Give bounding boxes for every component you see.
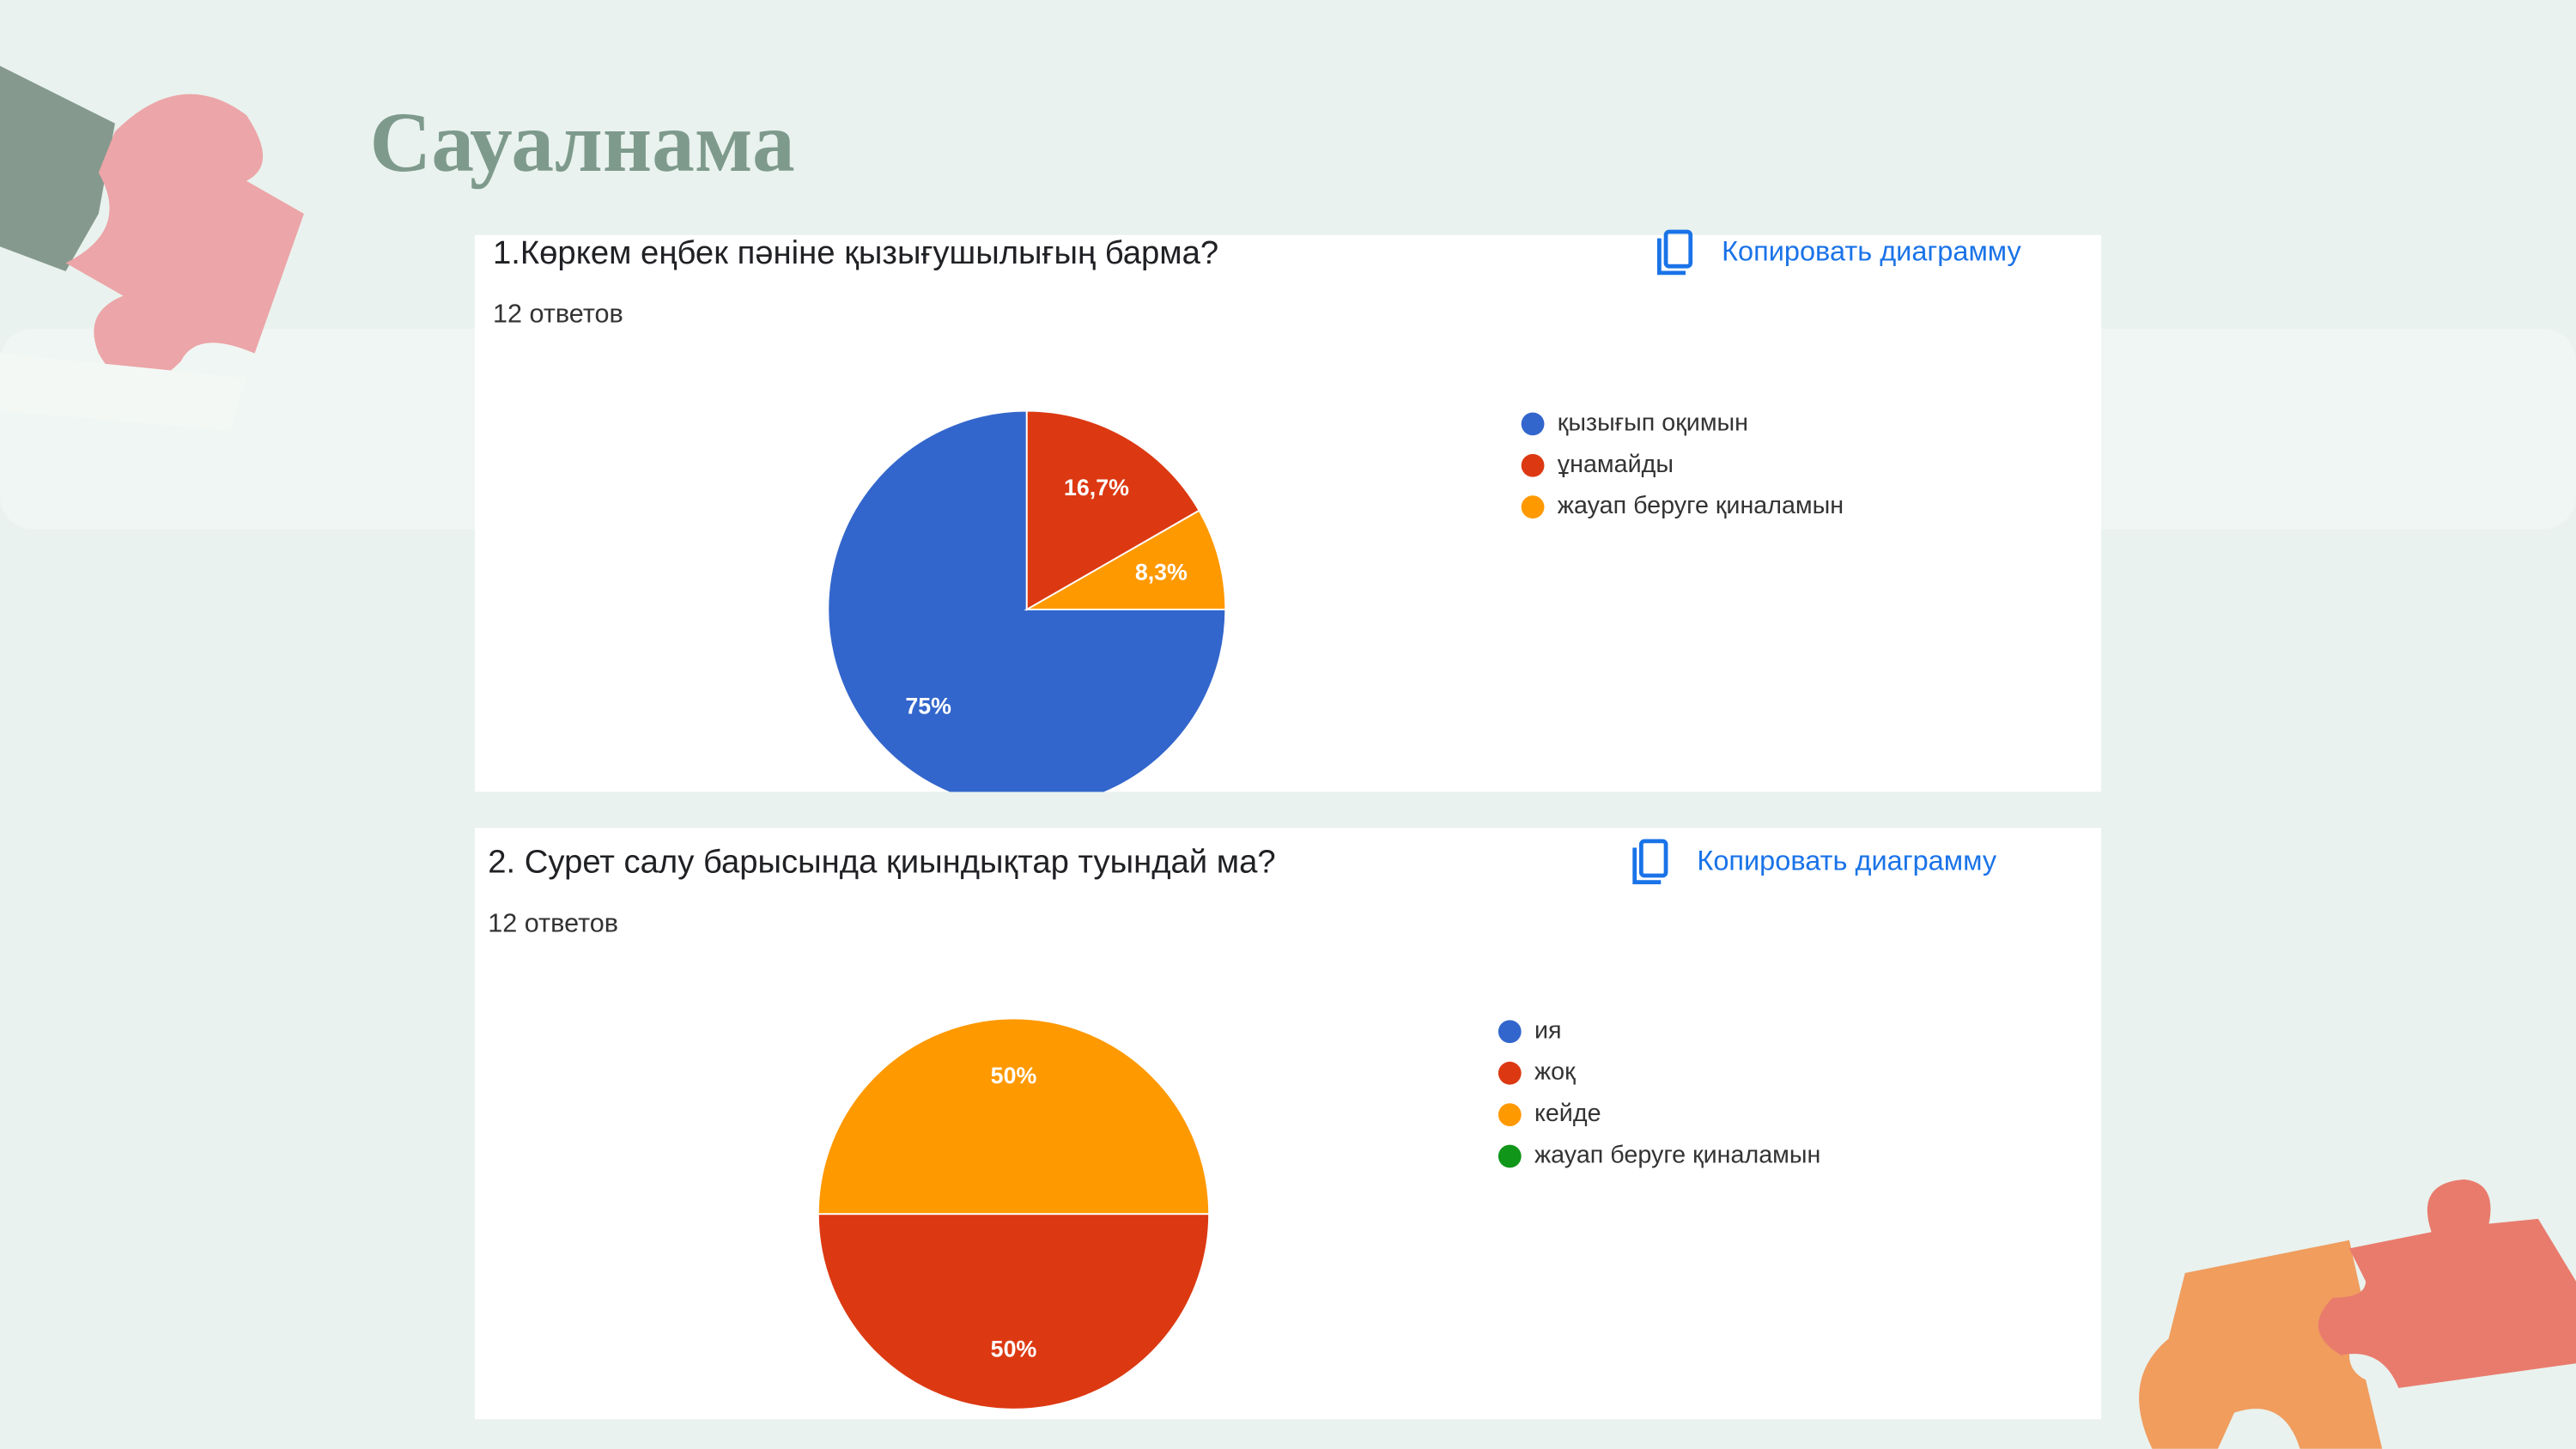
legend-dot bbox=[1521, 412, 1545, 436]
legend-dot bbox=[1498, 1144, 1522, 1168]
pie-slice bbox=[1024, 509, 1227, 611]
chart-card: 1.Көркем еңбек пәніне қызығушылығың барм… bbox=[474, 229, 2102, 792]
slice-label: 50% bbox=[991, 1337, 1037, 1362]
legend-dot bbox=[1498, 1020, 1522, 1044]
copy-icon bbox=[1663, 229, 1693, 269]
charts: 1.Көркем еңбек пәніне қызығушылығың барм… bbox=[474, 229, 2102, 1420]
legend-label: жауап беруге қиналамын bbox=[1558, 492, 1844, 519]
copy-button[interactable]: Копировать диаграмму bbox=[1657, 229, 2022, 276]
slice-label: 8,3% bbox=[1135, 559, 1188, 585]
legend-label: ұнамайды bbox=[1558, 451, 1674, 478]
legend-dot bbox=[1521, 453, 1545, 477]
chart-title: 2. Сурет салу барысында қиындықтар туынд… bbox=[488, 844, 1275, 881]
pie: 75% 16,7% 8,3% bbox=[827, 409, 1227, 792]
slice-label: 50% bbox=[991, 1063, 1037, 1088]
legend-label: қызығып оқимын bbox=[1558, 409, 1748, 436]
slice-label: 75% bbox=[905, 694, 951, 719]
pie-slice bbox=[817, 1213, 1211, 1410]
copy-icon bbox=[1638, 839, 1668, 878]
slide-title: Сауалнама bbox=[369, 94, 794, 190]
slice-label: 16,7% bbox=[1064, 475, 1129, 500]
legend-label: жоқ bbox=[1534, 1058, 1576, 1086]
legend-label: жауап беруге қиналамын bbox=[1534, 1142, 1820, 1169]
card bbox=[474, 828, 2102, 1420]
pie-slice bbox=[1025, 409, 1200, 611]
legend-dot bbox=[1521, 495, 1545, 519]
copy-icon bbox=[1657, 238, 1686, 276]
puzzle-top-left bbox=[0, 65, 304, 431]
legend-dot bbox=[1498, 1103, 1522, 1126]
copy-icon bbox=[1632, 847, 1662, 885]
chart-subtitle: 12 ответов bbox=[488, 909, 618, 938]
copy-label: Копировать диаграмму bbox=[1697, 845, 1996, 876]
pie: 50% 50% bbox=[817, 1017, 1211, 1410]
chart-title: 1.Көркем еңбек пәніне қызығушылығың барм… bbox=[493, 234, 1218, 271]
card bbox=[474, 234, 2102, 792]
legend-label: кейде bbox=[1534, 1100, 1601, 1127]
puzzle-bottom-right bbox=[2139, 1179, 2576, 1449]
chart-card: 2. Сурет салу барысында қиындықтар туынд… bbox=[474, 828, 2102, 1420]
legend-dot bbox=[1498, 1061, 1522, 1085]
copy-label: Копировать диаграмму bbox=[1722, 235, 2021, 266]
copy-button[interactable]: Копировать диаграмму bbox=[1632, 839, 1997, 885]
pie-slice bbox=[817, 1017, 1211, 1216]
legend-label: ия bbox=[1534, 1016, 1562, 1044]
chart-subtitle: 12 ответов bbox=[493, 300, 623, 329]
